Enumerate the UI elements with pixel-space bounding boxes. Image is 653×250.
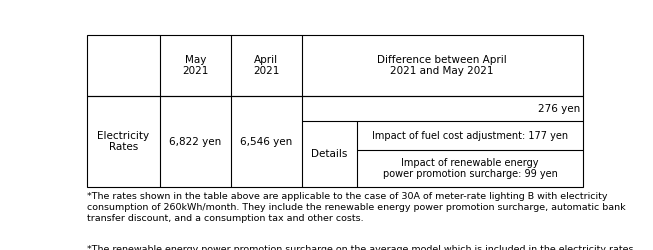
- Text: April
2021: April 2021: [253, 55, 279, 76]
- Text: 6,546 yen: 6,546 yen: [240, 137, 293, 147]
- Text: Electricity
Rates: Electricity Rates: [97, 131, 150, 152]
- Text: *The renewable energy power promotion surcharge on the average model which is in: *The renewable energy power promotion su…: [87, 245, 633, 250]
- Text: May
2021: May 2021: [182, 55, 209, 76]
- Text: 276 yen: 276 yen: [538, 104, 580, 114]
- Text: 6,822 yen: 6,822 yen: [169, 137, 221, 147]
- Text: Details: Details: [311, 149, 348, 159]
- Text: Impact of renewable energy
power promotion surcharge: 99 yen: Impact of renewable energy power promoti…: [383, 158, 558, 180]
- Text: *The rates shown in the table above are applicable to the case of 30A of meter-r: *The rates shown in the table above are …: [87, 192, 626, 223]
- Text: Difference between April
2021 and May 2021: Difference between April 2021 and May 20…: [377, 55, 507, 76]
- Bar: [87, 96, 582, 187]
- Bar: [87, 35, 582, 96]
- Text: Impact of fuel cost adjustment: 177 yen: Impact of fuel cost adjustment: 177 yen: [372, 131, 568, 141]
